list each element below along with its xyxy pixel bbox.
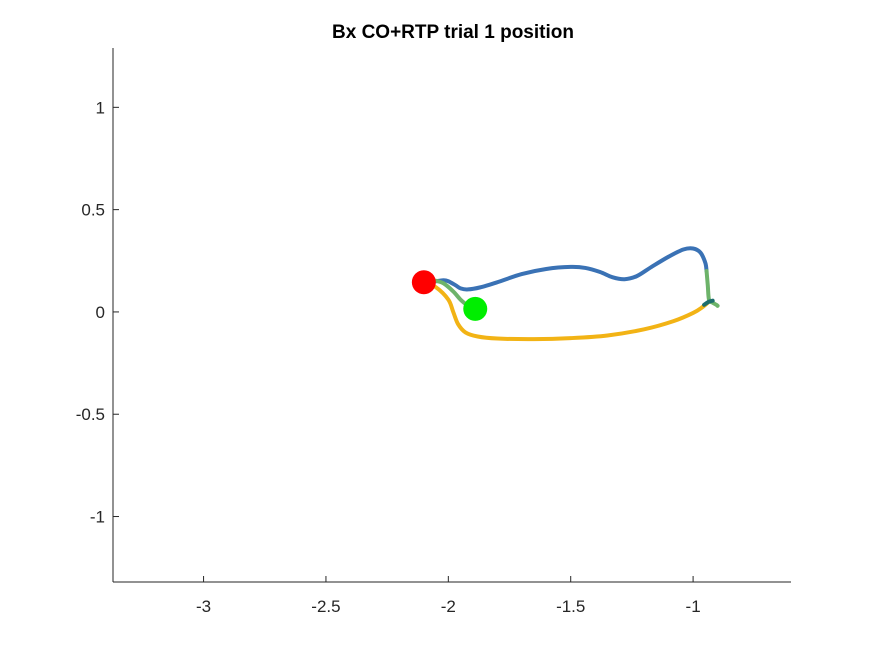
x-tick-label: -2.5 (311, 597, 340, 616)
y-tick-label: -1 (90, 508, 105, 527)
target-marker (463, 296, 488, 321)
series-line-4 (421, 280, 710, 342)
y-tick-label: -0.5 (76, 405, 105, 424)
series-line-5 (702, 298, 715, 307)
y-tick-label: 1 (96, 98, 105, 117)
x-ticks: -3 -2.5 -2 -1.5 -1 (196, 576, 701, 616)
y-tick-label: 0 (96, 303, 105, 322)
x-tick-label: -3 (196, 597, 211, 616)
start-marker (411, 270, 436, 295)
x-tick-label: -2 (441, 597, 456, 616)
y-tick-label: 0.5 (81, 201, 105, 220)
chart-title: Bx CO+RTP trial 1 position (332, 22, 574, 43)
chart-axes: -3 -2.5 -2 -1.5 -1 -1 -0.5 0 0.5 1 (76, 48, 791, 616)
x-tick-label: -1 (686, 597, 701, 616)
y-ticks: -1 -0.5 0 0.5 1 (76, 98, 119, 527)
series-line-1 (434, 246, 709, 292)
x-tick-label: -1.5 (556, 597, 585, 616)
plot-markers (411, 270, 488, 321)
